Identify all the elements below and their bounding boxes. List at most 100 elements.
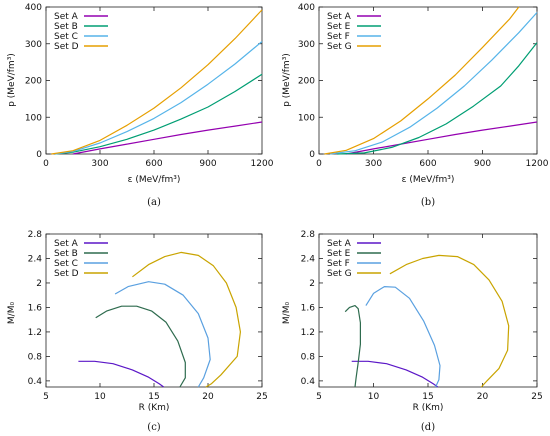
y-tick-label: 0 [309,150,315,160]
x-tick-label: 1200 [251,159,274,169]
y-tick-label: 200 [298,77,315,87]
y-tick-label: 300 [25,40,42,50]
legend-label: Set A [327,12,352,22]
panel-caption: (a) [147,197,161,208]
series-line-set-e [344,305,361,388]
x-tick-label: 20 [202,392,214,402]
x-tick-label: 300 [91,159,108,169]
x-tick-label: 900 [199,159,216,169]
y-tick-label: 0.4 [301,377,316,387]
y-tick-label: 100 [298,113,315,123]
plot-frame [45,233,263,388]
legend-label: Set C [54,32,78,42]
series-line-set-b [95,305,186,388]
series-line-set-b [54,73,263,155]
y-tick-label: 2 [309,279,315,289]
y-tick-label: 1.6 [28,303,43,313]
y-axis-label: M/M₀ [282,302,292,325]
legend-label: Set E [327,22,351,32]
series-line-set-a [351,360,439,388]
y-axis-label: p (MeV/fm³) [282,53,292,107]
x-axis-label: ε (MeV/fm³) [402,175,455,185]
x-tick-label: 25 [531,392,542,402]
plot-frame [318,6,538,155]
x-tick-label: 15 [148,392,159,402]
y-tick-label: 1.6 [301,303,316,313]
legend-label: Set F [327,32,350,42]
x-tick-label: 20 [477,392,489,402]
x-tick-label: 0 [316,159,322,169]
y-tick-label: 0.8 [301,352,316,362]
y-tick-label: 400 [25,3,42,13]
series-line-set-g [389,254,510,388]
y-tick-label: 0.4 [28,377,43,387]
x-tick-label: 0 [43,159,49,169]
x-axis-label: ε (MeV/fm³) [128,175,181,185]
legend-label: Set B [54,22,78,32]
chart-panel-b: 0 300 600 900 1200 0 100 200 300 400 ε (MeV/fm³) p … [282,3,549,208]
x-tick-label: 15 [422,392,433,402]
series-line-set-c [54,41,263,155]
y-tick-label: 0.8 [28,352,43,362]
y-tick-label: 1.2 [28,328,42,338]
chart-panel-c: 5 10 15 20 25 0.4 0.8 1.2 1.6 2 2.4 2.8 R (Km) M/M₀ Se… [7,230,268,433]
y-tick-label: 2.4 [301,254,316,264]
y-tick-label: 2.8 [301,230,316,240]
x-tick-label: 25 [256,392,267,402]
y-tick-label: 2.8 [28,230,43,240]
y-tick-label: 2.4 [28,254,43,264]
legend-label: Set F [327,259,350,269]
y-axis-label: M/M₀ [7,302,17,325]
y-tick-label: 0 [36,150,42,160]
x-tick-label: 600 [145,159,162,169]
series-line-set-c [114,281,211,388]
series-line-set-a [346,121,538,155]
series-line-set-g [324,6,520,155]
x-tick-label: 300 [365,159,382,169]
y-tick-label: 300 [298,40,315,50]
x-axis-label: R (Km) [413,403,444,413]
panel-caption: (c) [147,422,161,433]
legend-label: Set B [54,249,78,259]
panel-caption: (d) [421,422,435,433]
x-tick-label: 1200 [526,159,549,169]
series-line-set-d [51,9,263,155]
legend-label: Set D [54,42,79,52]
x-tick-label: 5 [316,392,322,402]
legend-label: Set E [327,249,351,259]
chart-panel-d: 5 10 15 20 25 0.4 0.8 1.2 1.6 2 2.4 2.8 R (Km) M/M₀ Se… [282,230,543,433]
y-tick-label: 2 [36,279,42,289]
y-tick-label: 1.2 [301,328,315,338]
legend-label: Set C [54,259,78,269]
x-axis-label: R (Km) [139,403,170,413]
legend-label: Set G [327,42,352,52]
legend-label: Set A [54,239,79,249]
legend-label: Set G [327,269,352,279]
chart-panel-a: 0 300 600 900 1200 0 100 200 300 400 ε (MeV/fm³) p … [7,3,274,208]
series-line-set-e [337,42,538,155]
x-tick-label: 10 [94,392,106,402]
series-line-set-a [72,121,263,155]
plot-frame [45,6,263,155]
legend-label: Set D [54,269,79,279]
series-line-set-f [329,12,538,155]
y-tick-label: 200 [25,77,42,87]
y-axis-label: p (MeV/fm³) [7,53,17,107]
legend-label: Set A [327,239,352,249]
series-line-set-f [365,286,441,388]
series-line-set-a [78,360,165,388]
x-tick-label: 900 [474,159,491,169]
x-tick-label: 10 [368,392,380,402]
x-tick-label: 5 [43,392,49,402]
y-tick-label: 400 [298,3,315,13]
series-line-set-d [132,251,241,388]
x-tick-label: 600 [419,159,436,169]
y-tick-label: 100 [25,113,42,123]
panel-caption: (b) [421,197,435,208]
